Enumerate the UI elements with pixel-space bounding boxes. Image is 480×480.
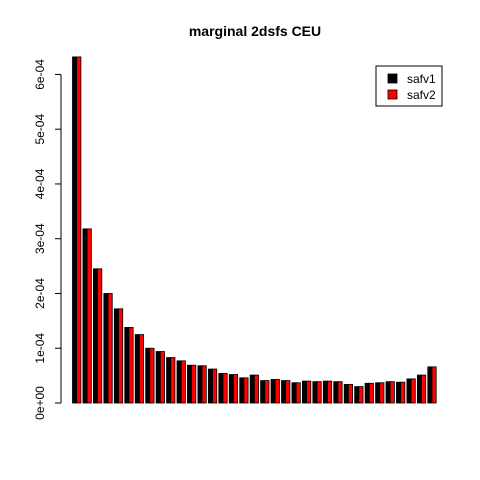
bar-safv1 bbox=[270, 379, 276, 404]
legend: safv1 safv2 bbox=[375, 65, 443, 107]
legend-label: safv1 bbox=[407, 72, 436, 86]
bar-safv2 bbox=[97, 268, 103, 404]
bar-safv2 bbox=[170, 357, 176, 404]
bar-safv2 bbox=[316, 381, 322, 404]
bar-safv1 bbox=[197, 365, 203, 404]
bar-safv2 bbox=[327, 380, 333, 404]
y-tick-label: 1e-04 bbox=[33, 333, 47, 364]
bar-safv1 bbox=[72, 56, 78, 404]
bar-safv2 bbox=[285, 380, 291, 404]
bar-safv1 bbox=[134, 334, 140, 404]
bar-series-group bbox=[72, 56, 437, 404]
bar-safv1 bbox=[333, 381, 339, 404]
legend-swatch bbox=[387, 73, 398, 84]
bar-safv1 bbox=[228, 374, 234, 404]
bar-safv1 bbox=[155, 351, 161, 404]
y-tick-label: 4e-04 bbox=[33, 168, 47, 199]
bar-safv2 bbox=[191, 364, 197, 404]
y-tick-label: 6e-04 bbox=[33, 59, 47, 90]
bar-safv2 bbox=[149, 347, 155, 404]
bar-safv2 bbox=[86, 228, 92, 404]
bar-safv1 bbox=[166, 357, 172, 404]
bar-safv1 bbox=[281, 380, 287, 404]
bar-safv1 bbox=[260, 380, 266, 404]
bar-safv2 bbox=[138, 334, 144, 404]
bar-safv2 bbox=[400, 381, 406, 404]
bar-safv1 bbox=[416, 374, 422, 404]
y-tick-label: 2e-04 bbox=[33, 278, 47, 309]
bar-safv2 bbox=[253, 374, 259, 404]
bar-safv1 bbox=[354, 386, 360, 404]
bar-safv2 bbox=[233, 374, 239, 404]
legend-swatch bbox=[387, 89, 398, 100]
bar-safv1 bbox=[322, 380, 328, 404]
bar-safv1 bbox=[218, 373, 224, 404]
y-tick-label: 3e-04 bbox=[33, 223, 47, 254]
bar-safv2 bbox=[159, 351, 165, 404]
y-tick-label: 5e-04 bbox=[33, 114, 47, 145]
bar-safv2 bbox=[222, 373, 228, 404]
legend-box bbox=[375, 65, 443, 107]
bar-safv2 bbox=[410, 378, 416, 404]
bar-safv1 bbox=[343, 383, 349, 404]
bar-safv2 bbox=[306, 380, 312, 404]
bar-safv1 bbox=[93, 268, 99, 404]
bar-safv1 bbox=[364, 382, 370, 404]
bar-safv1 bbox=[176, 360, 182, 404]
bar-safv1 bbox=[385, 381, 391, 404]
bar-safv1 bbox=[239, 377, 245, 404]
bar-safv1 bbox=[103, 293, 109, 404]
bar-safv2 bbox=[180, 360, 186, 404]
bar-safv1 bbox=[82, 228, 88, 404]
bar-safv2 bbox=[379, 382, 385, 404]
bar-safv1 bbox=[406, 378, 412, 404]
bar-safv1 bbox=[375, 382, 381, 404]
bar-safv1 bbox=[249, 374, 255, 404]
bar-safv2 bbox=[212, 368, 218, 404]
y-axis: 0e+00 1e-04 2e-04 3e-04 4e-04 5e-04 6e-04 bbox=[33, 59, 62, 420]
bar-safv2 bbox=[274, 379, 280, 404]
bar-safv2 bbox=[243, 377, 249, 404]
bar-safv1 bbox=[291, 382, 297, 404]
bar-safv2 bbox=[107, 293, 113, 404]
bar-safv2 bbox=[118, 308, 124, 404]
legend-label: safv2 bbox=[407, 88, 436, 102]
bar-safv2 bbox=[431, 366, 437, 404]
bar-safv2 bbox=[128, 327, 134, 404]
bar-safv2 bbox=[347, 383, 353, 404]
bar-safv1 bbox=[312, 381, 318, 404]
bar-safv2 bbox=[201, 365, 207, 404]
bar-safv1 bbox=[113, 308, 119, 404]
bar-safv1 bbox=[427, 366, 433, 404]
bar-safv2 bbox=[76, 56, 82, 404]
bar-safv1 bbox=[301, 380, 307, 404]
bar-safv2 bbox=[264, 380, 270, 404]
bar-safv1 bbox=[145, 347, 151, 404]
bar-safv1 bbox=[124, 327, 130, 404]
bar-safv2 bbox=[295, 382, 301, 404]
bar-safv2 bbox=[368, 382, 374, 404]
bar-safv2 bbox=[337, 381, 343, 404]
y-tick-label: 0e+00 bbox=[33, 386, 47, 420]
bar-safv2 bbox=[421, 374, 427, 404]
bar-safv2 bbox=[389, 381, 395, 404]
bar-safv1 bbox=[187, 364, 193, 404]
bar-safv2 bbox=[358, 386, 364, 404]
chart-title: marginal 2dsfs CEU bbox=[189, 23, 321, 39]
bar-safv1 bbox=[396, 381, 402, 404]
bar-safv1 bbox=[207, 368, 213, 404]
